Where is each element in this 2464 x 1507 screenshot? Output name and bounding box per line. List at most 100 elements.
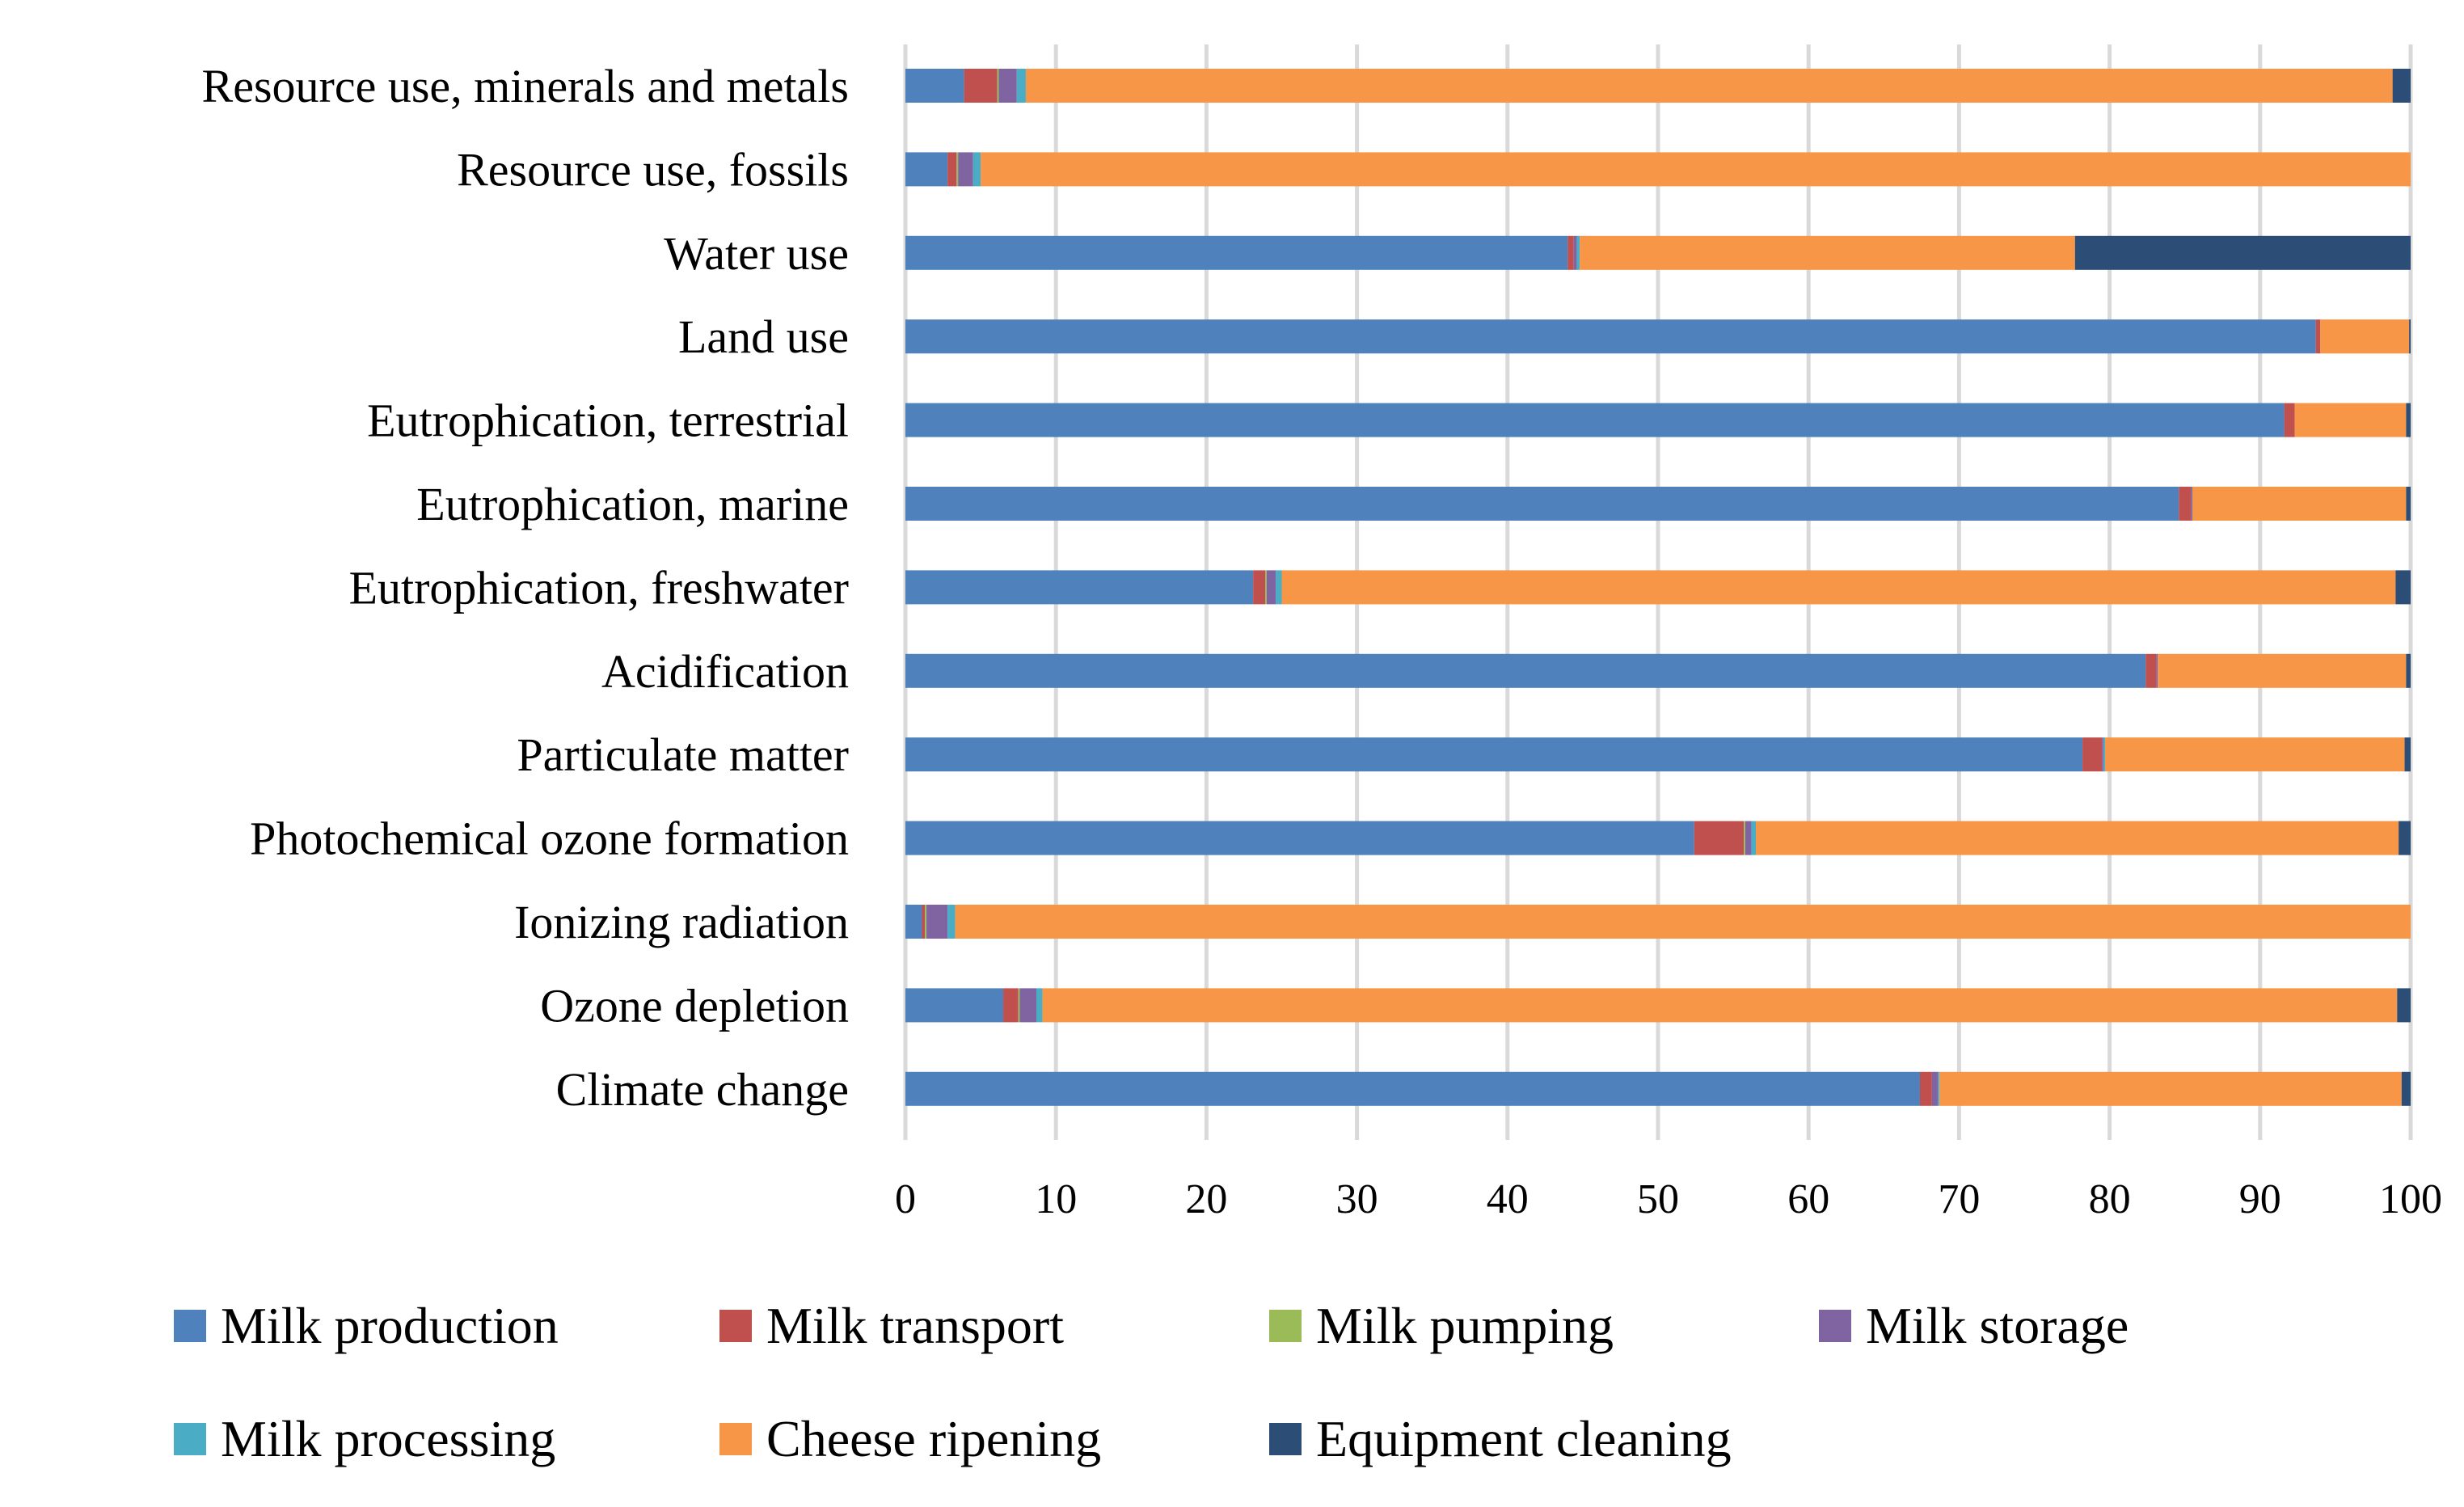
x-tick-label: 40 xyxy=(1487,1176,1529,1222)
category-label: Ionizing radiation xyxy=(514,896,849,948)
legend: Milk production Milk transport Milk pumpin… xyxy=(174,1294,2356,1496)
legend-label: Milk processing xyxy=(221,1410,556,1467)
bar-segment xyxy=(1573,235,1577,270)
bar-segment xyxy=(2156,653,2158,688)
bar-segment xyxy=(1025,69,2393,103)
bar-segment xyxy=(1919,1071,1932,1106)
bar-segment xyxy=(973,152,981,187)
x-tick-label: 70 xyxy=(1938,1176,1980,1222)
bar-segment xyxy=(1745,821,1752,855)
bar-segment xyxy=(1938,1071,1940,1106)
legend-item: Cheese ripening xyxy=(719,1407,1101,1471)
legend-swatch xyxy=(174,1310,206,1342)
legend-item: Milk storage xyxy=(1819,1294,2129,1358)
category-label: Resource use, minerals and metals xyxy=(202,60,849,112)
category-label: Photochemical ozone formation xyxy=(250,813,849,865)
x-tick-label: 20 xyxy=(1185,1176,1227,1222)
bar-segment xyxy=(905,319,2316,354)
category-labels: Resource use, minerals and metals Resourc… xyxy=(202,60,849,1116)
legend-item: Milk transport xyxy=(719,1294,1064,1358)
bar-segment xyxy=(1253,570,1266,605)
legend-item: Milk production xyxy=(174,1294,559,1358)
category-label: Eutrophication, terrestrial xyxy=(367,395,849,447)
category-label: Resource use, fossils xyxy=(457,143,849,196)
legend-swatch xyxy=(174,1423,206,1455)
bar-segment xyxy=(1016,69,1026,103)
bar-segment xyxy=(2074,235,2411,270)
bar-segment xyxy=(1931,1071,1939,1106)
bar-segment xyxy=(905,235,1568,270)
legend-swatch xyxy=(1269,1423,1302,1455)
bar-segment xyxy=(2409,319,2411,354)
legend-label: Equipment cleaning xyxy=(1316,1410,1732,1467)
bar-segment xyxy=(905,988,1004,1023)
x-tick-label: 30 xyxy=(1336,1176,1378,1222)
bar-segment xyxy=(905,570,1254,605)
x-tick-label: 100 xyxy=(2379,1176,2442,1222)
bar-segment xyxy=(964,69,998,103)
bar-segment xyxy=(1266,570,1276,605)
bar-segment xyxy=(1018,988,1020,1023)
bar-segment xyxy=(905,403,2285,437)
bar-segment xyxy=(2103,737,2106,772)
bar-segment xyxy=(1756,821,2399,855)
category-label: Climate change xyxy=(556,1063,849,1116)
legend-label: Milk production xyxy=(221,1297,559,1354)
bar-segment xyxy=(905,152,948,187)
bar-segment xyxy=(2395,570,2411,605)
category-label: Acidification xyxy=(601,645,849,698)
bar-segment xyxy=(981,152,2411,187)
bar-segment xyxy=(997,69,999,103)
legend-label: Milk storage xyxy=(1866,1297,2129,1354)
bar-segment xyxy=(1019,988,1036,1023)
bar-segment xyxy=(2284,403,2295,437)
bar-segment xyxy=(905,737,2083,772)
category-label: Eutrophication, freshwater xyxy=(349,561,849,614)
x-tick-label: 0 xyxy=(895,1176,916,1222)
bar-segment xyxy=(1042,988,2398,1023)
x-tick-label: 10 xyxy=(1035,1176,1077,1222)
bar-segment xyxy=(2406,403,2411,437)
bar-segment xyxy=(2082,737,2103,772)
bar-segment xyxy=(998,69,1017,103)
bar-segment xyxy=(1694,821,1745,855)
bar-segment xyxy=(2320,319,2410,354)
bar-segment xyxy=(2399,821,2411,855)
bar-segment xyxy=(922,905,926,939)
bar-segment xyxy=(2192,487,2407,521)
bar-segment xyxy=(1744,821,1745,855)
x-axis-tick-labels: 0 10 20 30 40 50 60 70 80 90 100 xyxy=(895,1176,2442,1222)
bar-segment xyxy=(925,905,927,939)
bar-segment xyxy=(2401,1071,2411,1106)
bar-segment xyxy=(905,821,1694,855)
legend-swatch xyxy=(719,1423,752,1455)
category-label: Ozone depletion xyxy=(540,979,849,1032)
bar-segment xyxy=(2404,737,2411,772)
legend-swatch xyxy=(719,1310,752,1342)
bar-segment xyxy=(1939,1071,2402,1106)
bar-segment xyxy=(2397,988,2411,1023)
bar-segment xyxy=(955,905,2411,939)
bars xyxy=(905,69,2411,1106)
legend-swatch xyxy=(1819,1310,1851,1342)
bar-segment xyxy=(2145,653,2157,688)
bar-segment xyxy=(905,69,964,103)
x-tick-label: 80 xyxy=(2089,1176,2131,1222)
bar-segment xyxy=(1576,235,1580,270)
bar-segment xyxy=(1580,235,2075,270)
bar-segment xyxy=(1265,570,1267,605)
bar-segment xyxy=(905,1071,1920,1106)
category-label: Water use xyxy=(664,227,849,280)
bar-segment xyxy=(1281,570,2396,605)
bar-segment xyxy=(905,487,2179,521)
bar-segment xyxy=(2105,737,2405,772)
bar-segment xyxy=(2406,653,2411,688)
legend-item: Milk processing xyxy=(174,1407,555,1471)
category-label: Eutrophication, marine xyxy=(416,478,849,530)
category-label: Particulate matter xyxy=(517,728,849,781)
x-tick-label: 60 xyxy=(1787,1176,1829,1222)
x-tick-label: 50 xyxy=(1637,1176,1679,1222)
legend-item: Equipment cleaning xyxy=(1269,1407,1732,1471)
bar-segment xyxy=(1036,988,1043,1023)
bar-segment xyxy=(958,152,973,187)
